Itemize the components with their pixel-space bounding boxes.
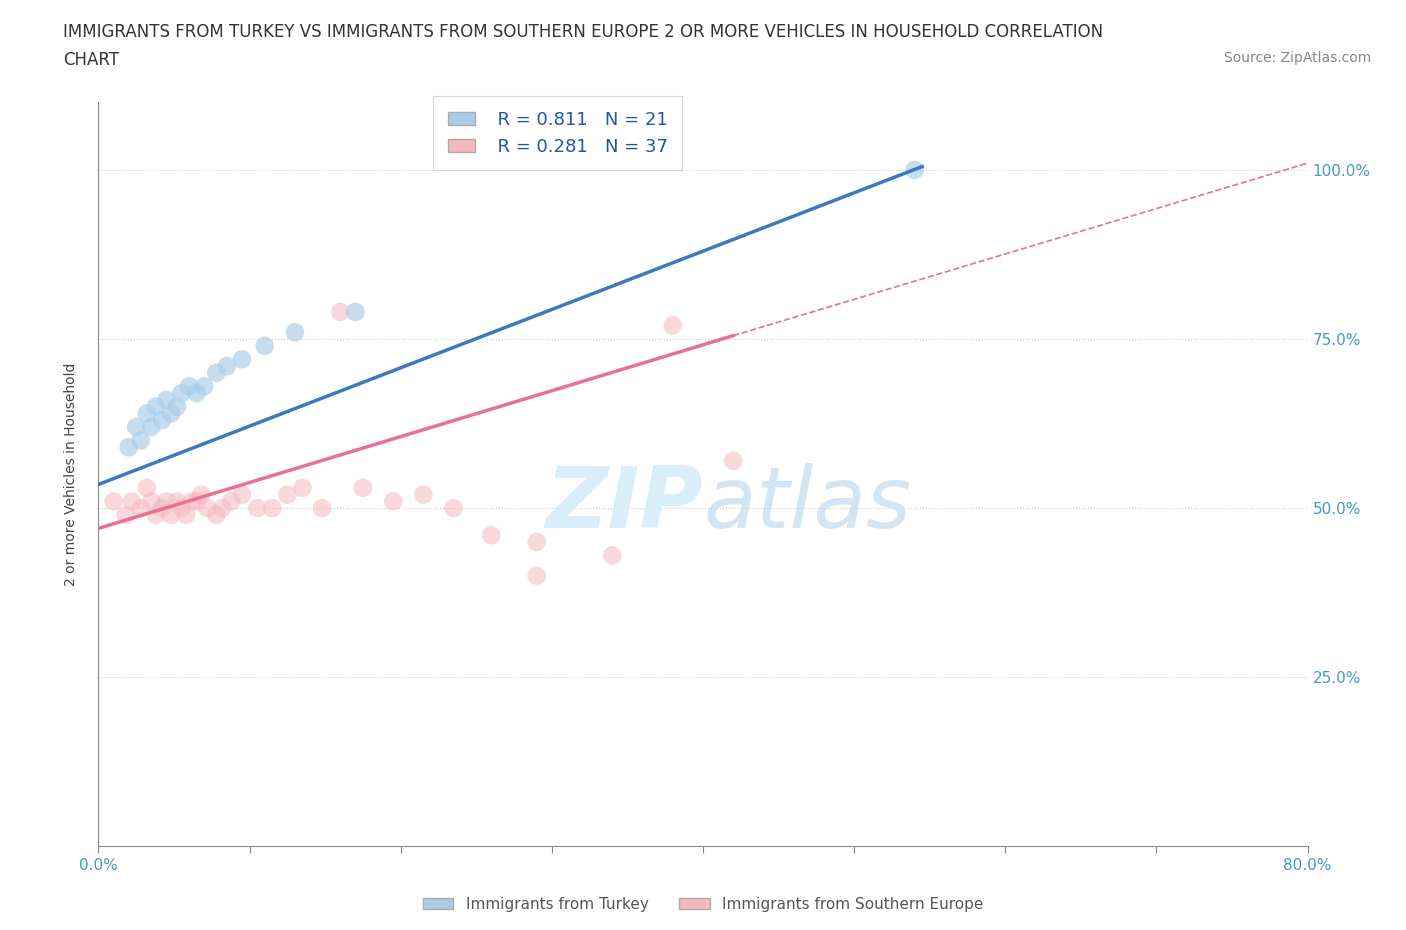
Point [481, 527, 503, 542]
Point [352, 481, 374, 496]
Point [125, 419, 148, 434]
Point [190, 487, 212, 502]
Point [221, 494, 243, 509]
Legend:   R = 0.811   N = 21,   R = 0.281   N = 37: R = 0.811 N = 21, R = 0.281 N = 37 [433, 97, 682, 170]
Text: IMMIGRANTS FROM TURKEY VS IMMIGRANTS FROM SOUTHERN EUROPE 2 OR MORE VEHICLES IN : IMMIGRANTS FROM TURKEY VS IMMIGRANTS FRO… [63, 23, 1104, 41]
Point [145, 399, 167, 414]
Point [215, 359, 238, 374]
Text: atlas: atlas [703, 462, 911, 546]
Point [179, 379, 201, 393]
Point [602, 548, 624, 563]
Point [723, 453, 745, 468]
Point [329, 304, 352, 319]
Point [160, 508, 183, 523]
Point [186, 386, 208, 401]
Point [211, 500, 233, 515]
Y-axis label: 2 or more Vehicles in Household: 2 or more Vehicles in Household [63, 363, 77, 586]
Point [231, 352, 253, 366]
Point [150, 413, 173, 428]
Text: ZIP: ZIP [546, 462, 703, 546]
Text: Source: ZipAtlas.com: Source: ZipAtlas.com [1223, 51, 1371, 65]
Point [135, 406, 157, 421]
Point [150, 500, 173, 515]
Point [284, 325, 307, 339]
Point [231, 487, 253, 502]
Point [170, 500, 193, 515]
Point [526, 568, 548, 583]
Point [526, 535, 548, 550]
Point [193, 379, 215, 393]
Point [382, 494, 405, 509]
Point [118, 440, 141, 455]
Point [141, 419, 163, 434]
Point [205, 508, 228, 523]
Point [291, 481, 314, 496]
Point [276, 487, 298, 502]
Point [174, 508, 197, 523]
Point [205, 365, 228, 380]
Point [166, 399, 188, 414]
Point [155, 392, 177, 407]
Point [129, 500, 152, 515]
Point [904, 163, 927, 178]
Point [344, 304, 367, 319]
Point [195, 500, 218, 515]
Point [661, 318, 683, 333]
Point [166, 494, 188, 509]
Point [253, 339, 276, 353]
Legend: Immigrants from Turkey, Immigrants from Southern Europe: Immigrants from Turkey, Immigrants from … [416, 891, 990, 918]
Point [141, 494, 163, 509]
Point [311, 500, 333, 515]
Point [186, 494, 208, 509]
Point [246, 500, 269, 515]
Point [170, 386, 193, 401]
Point [412, 487, 434, 502]
Point [443, 500, 465, 515]
Point [135, 481, 157, 496]
Point [262, 500, 284, 515]
Point [114, 508, 136, 523]
Point [181, 494, 204, 509]
Point [129, 433, 152, 448]
Text: CHART: CHART [63, 51, 120, 69]
Point [155, 494, 177, 509]
Point [121, 494, 143, 509]
Point [145, 508, 167, 523]
Point [103, 494, 125, 509]
Point [160, 406, 183, 421]
